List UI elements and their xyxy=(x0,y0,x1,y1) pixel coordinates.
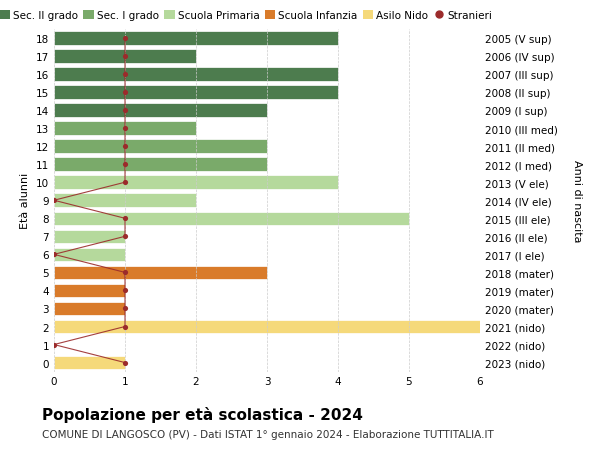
Bar xyxy=(54,32,338,45)
Text: Popolazione per età scolastica - 2024: Popolazione per età scolastica - 2024 xyxy=(42,406,363,422)
Point xyxy=(120,269,130,276)
Point xyxy=(120,233,130,241)
Bar xyxy=(54,122,196,135)
Point xyxy=(49,251,59,258)
Bar xyxy=(54,356,125,369)
Point xyxy=(49,341,59,348)
Bar xyxy=(54,176,338,190)
Point xyxy=(120,107,130,114)
Bar xyxy=(54,50,196,64)
Bar xyxy=(54,86,338,100)
Bar xyxy=(54,230,125,244)
Point xyxy=(120,35,130,43)
Point xyxy=(49,197,59,205)
Point xyxy=(120,89,130,96)
Bar xyxy=(54,194,196,207)
Point xyxy=(120,71,130,78)
Bar xyxy=(54,68,338,82)
Point xyxy=(120,359,130,366)
Text: COMUNE DI LANGOSCO (PV) - Dati ISTAT 1° gennaio 2024 - Elaborazione TUTTITALIA.I: COMUNE DI LANGOSCO (PV) - Dati ISTAT 1° … xyxy=(42,429,494,439)
Point xyxy=(120,125,130,133)
Bar xyxy=(54,104,267,118)
Bar xyxy=(54,266,267,280)
Bar xyxy=(54,248,125,262)
Point xyxy=(120,215,130,223)
Point xyxy=(120,305,130,313)
Point xyxy=(120,287,130,295)
Bar xyxy=(54,212,409,225)
Y-axis label: Anni di nascita: Anni di nascita xyxy=(572,160,581,242)
Point xyxy=(120,323,130,330)
Point xyxy=(120,161,130,168)
Point xyxy=(120,179,130,186)
Bar xyxy=(54,140,267,154)
Bar xyxy=(54,320,480,334)
Bar xyxy=(54,158,267,172)
Bar xyxy=(54,302,125,315)
Legend: Sec. II grado, Sec. I grado, Scuola Primaria, Scuola Infanzia, Asilo Nido, Stran: Sec. II grado, Sec. I grado, Scuola Prim… xyxy=(0,11,492,21)
Point xyxy=(120,53,130,61)
Bar xyxy=(54,284,125,297)
Y-axis label: Età alunni: Età alunni xyxy=(20,173,31,229)
Point xyxy=(120,143,130,151)
